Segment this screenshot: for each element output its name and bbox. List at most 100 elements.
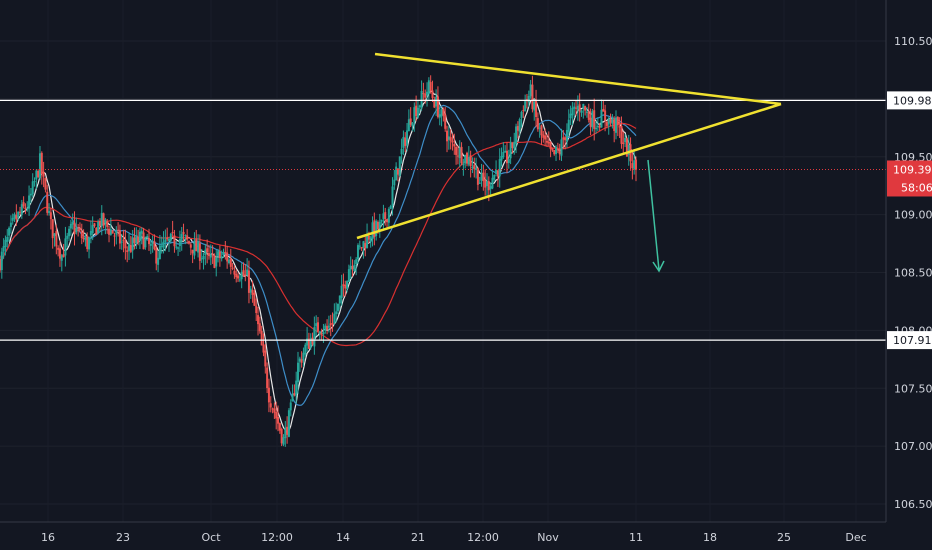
candle-body — [351, 265, 354, 270]
candle-body — [146, 236, 149, 238]
candle-body — [38, 153, 41, 179]
candle-body — [353, 264, 356, 271]
candle-body — [149, 243, 152, 246]
candle-body — [113, 235, 116, 237]
candle-body — [635, 159, 637, 170]
candle-body — [298, 358, 301, 362]
candle-body — [553, 150, 556, 155]
time-tick-label: 16 — [41, 531, 55, 544]
triangle-upper-trendline[interactable] — [374, 52, 782, 106]
candle-body — [287, 410, 290, 437]
triangle-lower-trendline[interactable] — [356, 102, 782, 240]
candle-body — [167, 238, 170, 241]
candle-body — [409, 118, 412, 125]
candle-body — [42, 172, 45, 177]
candle-body — [164, 239, 167, 243]
candle-body — [384, 212, 387, 220]
candle-body — [591, 111, 594, 128]
candle-body — [60, 255, 63, 261]
candle-body — [413, 107, 416, 122]
candle-body — [493, 174, 496, 180]
candle-body — [622, 142, 625, 145]
candle-body — [73, 222, 76, 234]
candle-body — [518, 119, 521, 132]
candle-body — [33, 181, 36, 183]
candle-body — [535, 99, 538, 117]
candle-body — [318, 331, 321, 334]
candle-body — [484, 180, 487, 188]
candle-body — [624, 137, 627, 143]
candle-body — [478, 182, 481, 184]
candle-body — [68, 228, 71, 237]
candle-body — [596, 126, 599, 128]
candle-body — [231, 267, 234, 269]
candle-body — [157, 257, 160, 265]
candle-body — [376, 222, 379, 230]
candle-body — [246, 269, 249, 276]
candle-body — [269, 403, 272, 408]
candle-body — [524, 101, 527, 112]
candle-body — [347, 269, 350, 282]
candle-body — [449, 137, 452, 141]
drawings[interactable] — [356, 52, 782, 273]
candle-body — [202, 255, 205, 260]
candle-body — [504, 150, 507, 153]
candle-body — [469, 155, 472, 167]
candle-body — [175, 246, 178, 248]
candle-body — [613, 119, 616, 132]
candle-body — [424, 93, 427, 98]
time-tick-label: 11 — [629, 531, 643, 544]
candle-body — [525, 99, 528, 101]
horizontal-levels[interactable] — [0, 99, 886, 341]
candle-body — [35, 170, 38, 180]
candle-body — [491, 177, 494, 189]
candle-body — [309, 338, 312, 348]
candle-body — [496, 170, 499, 177]
candle-body — [464, 154, 467, 164]
candle-body — [184, 235, 187, 237]
candle-body — [120, 241, 123, 243]
candle-body — [467, 157, 470, 165]
candle-body — [129, 245, 132, 252]
candle-body — [8, 227, 11, 236]
candle-body — [71, 221, 74, 225]
candle-body — [211, 254, 214, 256]
candle-body — [9, 222, 12, 227]
candle-body — [77, 229, 80, 231]
projection-arrow-shaft[interactable] — [647, 159, 660, 271]
candle-body — [618, 126, 621, 128]
candle-body — [362, 241, 365, 248]
candle-body — [97, 221, 100, 233]
grid-lines — [0, 40, 886, 505]
candle-body — [429, 82, 432, 91]
candle-body — [89, 230, 92, 236]
candle-body — [495, 169, 498, 174]
candle-body — [598, 125, 601, 128]
candle-body — [349, 265, 352, 270]
candle-body — [620, 126, 623, 144]
candle-body — [108, 228, 111, 235]
candle-body — [438, 114, 441, 118]
candle-body — [538, 127, 541, 129]
time-axis-panel[interactable] — [0, 522, 932, 550]
candle-body — [173, 235, 176, 247]
candle-body — [295, 380, 298, 396]
candle-body — [569, 113, 572, 119]
projection-arrow-head[interactable] — [652, 260, 665, 273]
candle-body — [151, 242, 154, 244]
candle-body — [267, 387, 270, 403]
candle-body — [37, 171, 40, 178]
candle-body — [602, 108, 605, 112]
candle-body — [49, 212, 52, 220]
candle-body — [498, 159, 501, 177]
candle-body — [605, 121, 608, 126]
candle-body — [286, 426, 289, 435]
price-tick-label: 108.500 — [894, 267, 932, 280]
candle-body — [126, 250, 129, 252]
candle-body — [193, 241, 196, 256]
candle-body — [217, 251, 220, 256]
candle-body — [562, 137, 565, 140]
time-tick-label: 14 — [336, 531, 350, 544]
candle-body — [460, 146, 463, 164]
